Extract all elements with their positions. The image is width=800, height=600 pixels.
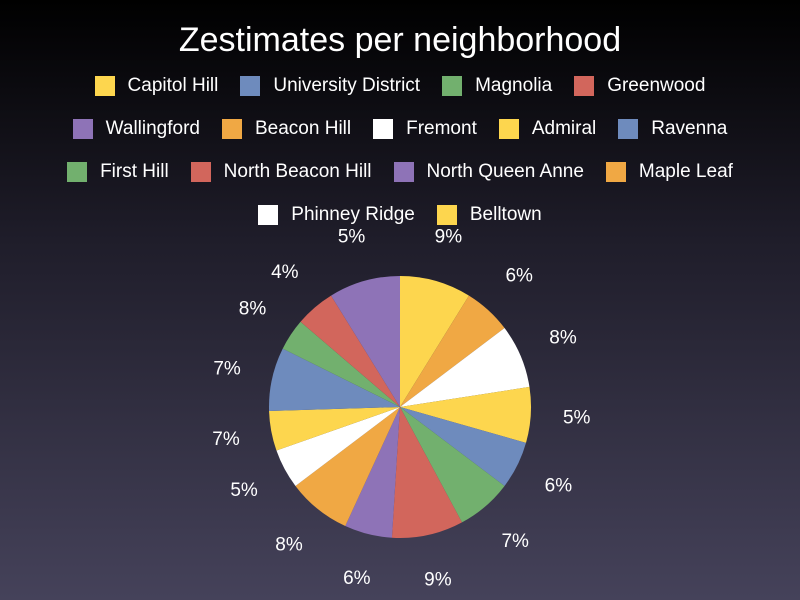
- legend-swatch: [190, 161, 211, 182]
- slice-label: 6%: [343, 568, 371, 589]
- slice-label: 8%: [275, 534, 303, 555]
- legend-swatch: [94, 75, 115, 96]
- legend-swatch: [498, 118, 519, 139]
- legend-label: Magnolia: [475, 74, 553, 96]
- legend-label: Belltown: [469, 203, 542, 225]
- pie-slice: [268, 348, 400, 412]
- legend-swatch: [442, 75, 463, 96]
- slice-label: 8%: [239, 299, 267, 320]
- pie-slice: [400, 276, 469, 407]
- slice-label: 7%: [213, 359, 241, 380]
- legend-label: Wallingford: [105, 117, 200, 139]
- pie-slice: [331, 276, 400, 407]
- slice-label: 4%: [271, 262, 299, 283]
- pie-slice: [282, 321, 400, 407]
- legend-label: Beacon Hill: [255, 117, 352, 139]
- legend-item: Admiral: [498, 117, 597, 140]
- slice-label: 7%: [212, 429, 240, 450]
- legend-swatch: [618, 118, 639, 139]
- legend: Capitol Hill University District Magnolia G…: [0, 64, 800, 236]
- legend-swatch: [258, 204, 279, 225]
- legend-label: Ravenna: [651, 117, 728, 139]
- slice-label: 8%: [549, 328, 577, 349]
- slice-label: 6%: [545, 475, 573, 496]
- legend-row: Wallingford Beacon Hill Fremont Admiral Rave…: [0, 107, 800, 150]
- legend-row: First Hill North Beacon Hill North Queen A…: [0, 150, 800, 193]
- legend-item: Maple Leaf: [605, 160, 733, 183]
- legend-item: North Beacon Hill: [190, 160, 372, 183]
- chart-title: Zestimates per neighborhood: [178, 21, 622, 59]
- legend-label: Capitol Hill: [127, 74, 219, 96]
- legend-item: University District: [240, 75, 420, 97]
- pie-slice: [400, 328, 530, 407]
- legend-swatch: [436, 204, 457, 225]
- legend-swatch: [72, 118, 93, 139]
- legend-swatch: [393, 161, 414, 182]
- legend-item: Greenwood: [574, 75, 705, 97]
- legend-label: North Beacon Hill: [223, 160, 372, 182]
- slice-label: 9%: [424, 569, 452, 590]
- pie-slice: [400, 407, 526, 486]
- legend-swatch: [373, 118, 394, 139]
- legend-row: Capitol Hill University District Magnolia G…: [0, 64, 800, 107]
- legend-row: Phinney Ridge Belltown: [0, 193, 800, 236]
- legend-item: Fremont: [373, 118, 477, 140]
- legend-swatch: [574, 75, 595, 96]
- legend-label: Admiral: [531, 117, 597, 139]
- legend-item: North Queen Anne: [393, 160, 584, 183]
- pie-slice: [400, 407, 505, 523]
- legend-item: Beacon Hill: [222, 118, 351, 140]
- legend-label: Fremont: [406, 117, 477, 139]
- legend-item: First Hill: [67, 161, 169, 183]
- pie-slice: [400, 295, 505, 407]
- legend-item: Capitol Hill: [94, 74, 219, 97]
- legend-item: Ravenna: [618, 118, 727, 140]
- slice-label: 7%: [501, 531, 529, 552]
- legend-label: Greenwood: [607, 74, 706, 96]
- slice-label: 5%: [338, 226, 366, 247]
- legend-swatch: [67, 161, 88, 182]
- slice-label: 9%: [435, 226, 463, 247]
- slice-label: 5%: [563, 407, 591, 428]
- legend-item: Magnolia: [442, 75, 552, 97]
- pie-slice: [295, 407, 400, 527]
- legend-item: Belltown: [436, 203, 542, 226]
- pie-slice: [345, 407, 400, 538]
- pie-slice: [391, 407, 462, 538]
- slice-label: 5%: [230, 480, 258, 501]
- legend-label: Phinney Ridge: [291, 203, 415, 225]
- slice-label: 6%: [505, 266, 533, 287]
- pie-slice: [276, 407, 400, 486]
- legend-swatch: [240, 75, 261, 96]
- pie-slice: [300, 295, 400, 407]
- legend-swatch: [605, 161, 626, 182]
- legend-label: First Hill: [100, 160, 169, 182]
- legend-swatch: [222, 118, 242, 139]
- legend-label: University District: [273, 74, 421, 96]
- legend-item: Phinney Ridge: [258, 204, 415, 226]
- legend-label: Maple Leaf: [638, 160, 733, 182]
- pie-slice: [400, 386, 532, 443]
- legend-label: North Queen Anne: [426, 160, 584, 182]
- legend-item: Wallingford: [72, 117, 200, 140]
- pie-slice: [269, 407, 400, 451]
